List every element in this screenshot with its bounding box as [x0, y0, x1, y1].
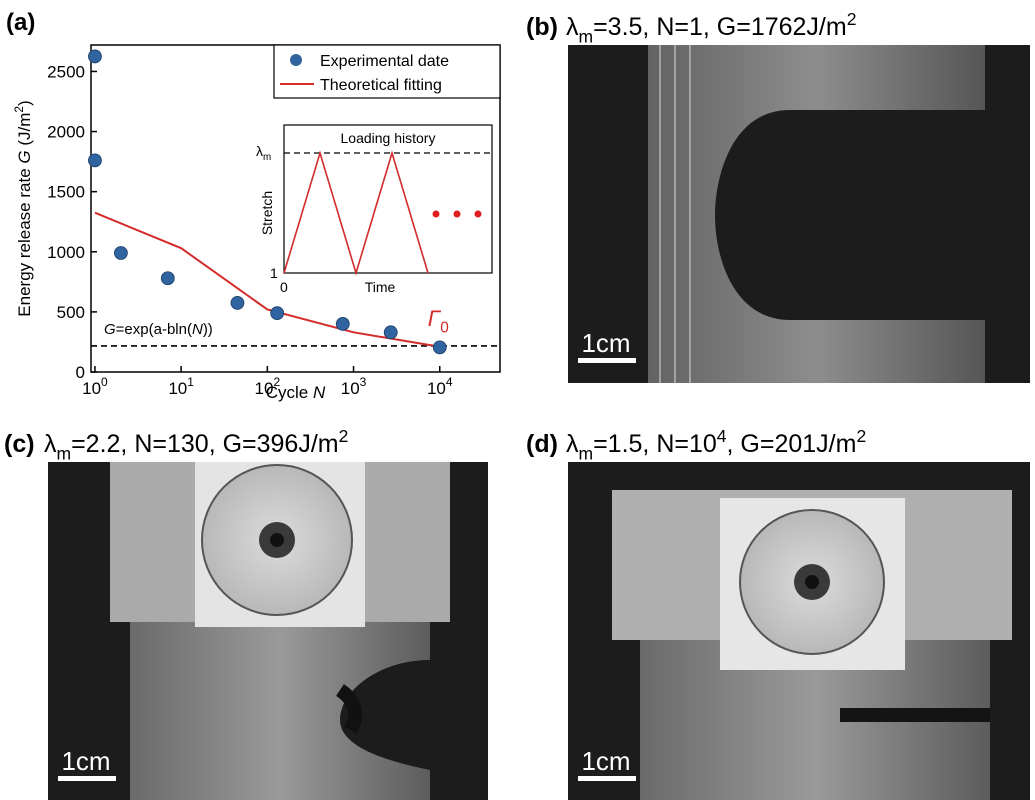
text-segment: λ: [256, 143, 263, 159]
data-point: [231, 296, 244, 309]
y-tick-label: 500: [57, 303, 85, 322]
text-segment: m: [579, 444, 594, 464]
text-segment: N: [192, 321, 203, 338]
data-point: [114, 246, 127, 259]
legend-label: Theoretical fitting: [320, 77, 442, 94]
text-segment: λ: [44, 430, 57, 458]
y-tick-label: 2000: [47, 123, 85, 142]
scale-bar: [578, 358, 636, 363]
text-segment: )): [203, 321, 213, 338]
data-point: [161, 272, 174, 285]
text-segment: G: [104, 321, 116, 338]
scale-bar: [578, 776, 636, 781]
tick-exponent: 4: [446, 375, 453, 389]
text-segment: N: [313, 383, 326, 402]
tick-base: 10: [341, 379, 360, 398]
text-segment: λ: [566, 430, 579, 458]
inset-title: Loading history: [341, 130, 436, 146]
figure: (a)05001000150020002500100101102103104Cy…: [0, 0, 1035, 800]
text-segment: m: [263, 152, 271, 163]
text-segment: =exp(a-bln(: [116, 321, 192, 338]
text-segment: Cycle: [266, 383, 313, 402]
y-tick-label: 1500: [47, 183, 85, 202]
inset-xtick: 0: [280, 279, 288, 295]
tick-exponent: 0: [101, 375, 108, 389]
legend-label: Experimental date: [320, 53, 449, 70]
photo-b: [568, 45, 1030, 383]
legend-swatch: [290, 54, 302, 66]
tick-base: 10: [82, 379, 101, 398]
x-tick-label: 100: [82, 375, 108, 398]
reference-label: G=exp(a-bln(N)): [104, 321, 213, 338]
panel-label: (a): [6, 9, 35, 36]
text-segment: Energy release rate: [15, 164, 34, 317]
y-tick-label: 1000: [47, 243, 85, 262]
text-segment: 2: [847, 9, 857, 29]
text-segment: m: [579, 27, 594, 47]
x-tick-label: 104: [427, 375, 453, 398]
text-segment: =3.5, N=1, G=1762J/m: [593, 13, 847, 41]
text-segment: (J/m: [15, 113, 34, 151]
text-segment: λ: [566, 13, 579, 41]
photo-d: [568, 462, 1030, 800]
data-point: [88, 50, 101, 63]
gamma-annotation: Γ0: [428, 306, 449, 337]
panel-label: (b): [526, 13, 558, 41]
text-segment: G: [15, 150, 34, 163]
text-segment: 2: [856, 426, 866, 446]
scale-bar-label: 1cm: [61, 746, 110, 776]
y-axis-label: Energy release rate G (J/m2): [12, 100, 34, 316]
data-point: [336, 317, 349, 330]
tick-exponent: 3: [360, 375, 367, 389]
text-segment: =1.5, N=10: [593, 430, 717, 458]
tick-base: 10: [168, 379, 187, 398]
inset-ytick: λm: [256, 143, 271, 163]
data-point: [271, 307, 284, 320]
text-segment: , G=201J/m: [727, 430, 857, 458]
panel-label: (c): [4, 430, 35, 458]
panel-title: λm=3.5, N=1, G=1762J/m2: [566, 9, 856, 47]
text-segment: =2.2, N=130, G=396J/m: [71, 430, 339, 458]
y-tick-label: 2500: [47, 62, 85, 81]
data-point: [384, 326, 397, 339]
panel-title: λm=1.5, N=104, G=201J/m2: [566, 426, 866, 464]
data-point: [88, 154, 101, 167]
inset-ylabel: Stretch: [259, 191, 275, 235]
inset-ytick: 1: [270, 265, 278, 281]
x-tick-label: 101: [168, 375, 194, 398]
tick-base: 10: [427, 379, 446, 398]
x-axis-label: Cycle N: [266, 383, 326, 402]
text-segment: m: [57, 444, 72, 464]
inset: [284, 125, 492, 273]
scale-bar-label: 1cm: [581, 328, 630, 358]
inset-xlabel: Time: [365, 279, 396, 295]
text-segment: 2: [339, 426, 349, 446]
photo-c: [48, 462, 488, 800]
data-point: [433, 341, 446, 354]
text-segment: 0: [440, 320, 449, 337]
text-segment: 4: [717, 426, 727, 446]
panel-label: (d): [526, 430, 558, 458]
scale-bar-label: 1cm: [581, 746, 630, 776]
panel-title: λm=2.2, N=130, G=396J/m2: [44, 426, 348, 464]
text-segment: ): [15, 100, 34, 106]
scale-bar: [58, 776, 116, 781]
x-tick-label: 103: [341, 375, 367, 398]
tick-exponent: 1: [187, 375, 194, 389]
